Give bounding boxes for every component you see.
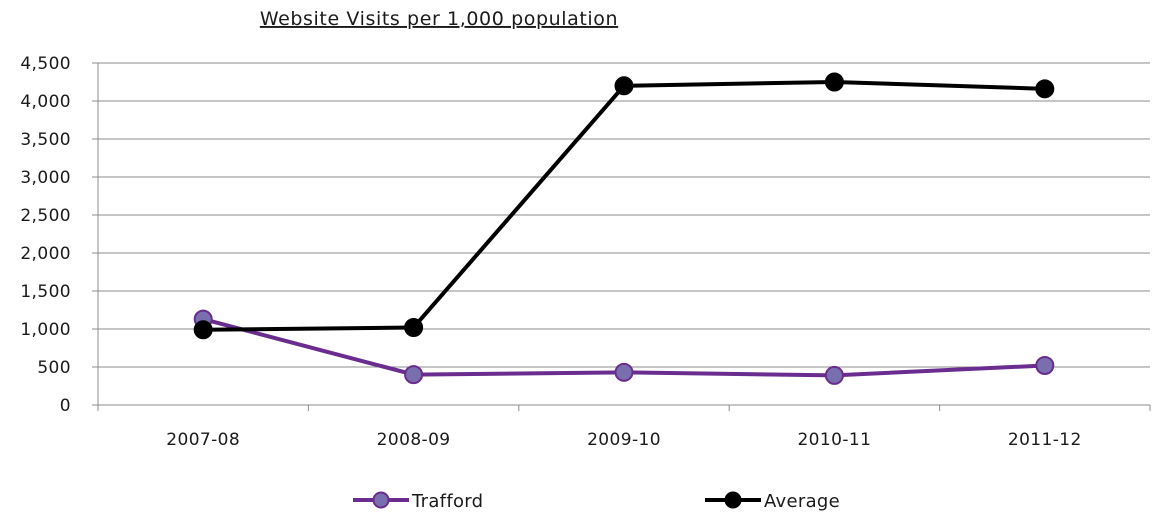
data-point-trafford [824, 365, 844, 385]
legend-marker [724, 491, 742, 509]
data-point-average [404, 317, 424, 337]
x-tick-label: 2010-11 [797, 430, 871, 450]
x-tick-label: 2009-10 [587, 430, 661, 450]
legend-item-trafford: Trafford [353, 491, 483, 512]
x-tick-labels: 2007-08 2008-09 2009-10 2010-11 2011-12 [166, 430, 1081, 450]
data-point-average [1035, 79, 1055, 99]
legend: Trafford Average [353, 491, 840, 512]
legend-item-average: Average [705, 491, 840, 512]
data-point-trafford [614, 362, 634, 382]
y-tick-label: 3,000 [20, 168, 71, 188]
y-tick-label: 2,500 [20, 206, 71, 226]
series-lines [193, 72, 1055, 385]
x-tick-label: 2011-12 [1008, 430, 1082, 450]
data-point-trafford [404, 365, 424, 385]
y-tick-labels: 0 500 1,000 1,500 2,000 2,500 3,000 3,500 4,000 4… [20, 54, 71, 416]
y-tick-label: 4,000 [20, 92, 71, 112]
x-tick-label: 2008-09 [377, 430, 451, 450]
legend-label: Trafford [411, 491, 483, 512]
chart-title: Website Visits per 1,000 population [260, 8, 618, 30]
y-tick-label: 500 [37, 358, 71, 378]
data-point-average [824, 72, 844, 92]
axes [92, 62, 1151, 411]
grid-lines [98, 62, 1150, 368]
data-point-trafford [1035, 355, 1055, 375]
y-tick-label: 4,500 [20, 54, 71, 74]
y-tick-label: 2,000 [20, 244, 71, 264]
legend-label: Average [764, 491, 840, 512]
y-tick-label: 1,000 [20, 320, 71, 340]
data-point-average [193, 320, 213, 340]
legend-marker [372, 491, 390, 509]
data-point-average [614, 76, 634, 96]
y-tick-label: 1,500 [20, 282, 71, 302]
series-line-average [201, 80, 1047, 332]
x-tick-label: 2007-08 [166, 430, 240, 450]
y-tick-label: 0 [60, 396, 71, 416]
y-tick-label: 3,500 [20, 130, 71, 150]
